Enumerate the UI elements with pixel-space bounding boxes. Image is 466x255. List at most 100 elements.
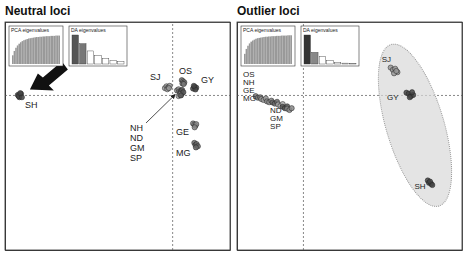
panel: SHOSSJGYNHNDGMSPGEMGPCA eigenvaluesDA ei… — [5, 22, 231, 251]
tick — [5, 95, 230, 96]
group-ellipse — [363, 36, 462, 214]
point — [18, 91, 23, 96]
inset-bar — [244, 54, 246, 64]
series — [190, 83, 198, 92]
inset: DA eigenvalues — [301, 26, 359, 66]
series — [178, 87, 186, 98]
point — [289, 106, 294, 111]
inset-bar — [246, 49, 248, 64]
inset-frame — [69, 26, 127, 66]
group-label: SJ — [382, 55, 391, 64]
point — [192, 125, 197, 130]
inset-bar — [262, 37, 264, 64]
inset-title: PCA eigenvalues — [243, 27, 282, 33]
inset-frame — [241, 26, 295, 66]
inset-bar — [258, 38, 260, 64]
series — [425, 178, 435, 188]
inset-bar — [334, 62, 340, 64]
inset-bar — [350, 63, 356, 65]
inset-bar — [42, 36, 44, 64]
inset-bar — [26, 39, 28, 64]
inset-bar — [276, 36, 278, 64]
inset-bar — [34, 37, 36, 64]
inset-bar — [270, 36, 272, 64]
inset-bar — [54, 36, 56, 64]
inset-bar — [102, 58, 108, 64]
inset: PCA eigenvalues — [241, 26, 295, 66]
inset-bar — [17, 45, 19, 64]
chart-title: Outlier loci — [237, 4, 300, 18]
inset-bar — [342, 63, 348, 65]
inset-bar — [80, 44, 86, 64]
group-label: NH — [130, 123, 143, 133]
inset-bar — [257, 38, 259, 64]
group-label: GY — [201, 75, 214, 85]
y-axis — [5, 23, 230, 251]
inset-bar — [39, 37, 41, 64]
inset-bar — [287, 35, 289, 64]
point — [178, 93, 183, 98]
group-label: SH — [25, 100, 38, 110]
inset-bar — [260, 38, 262, 64]
inset-bar — [14, 51, 16, 64]
inset-bar — [312, 52, 318, 64]
inset-bar — [57, 36, 59, 64]
inset-bar — [72, 35, 78, 64]
inset-bar — [247, 46, 249, 64]
inset-bar — [273, 36, 275, 64]
inset-bar — [110, 61, 116, 64]
group-label: SJ — [150, 72, 161, 82]
inset-bar — [30, 38, 32, 64]
point — [178, 92, 183, 97]
tick — [172, 22, 173, 250]
inset-bar — [284, 36, 286, 64]
inset-bar — [44, 36, 46, 64]
inset-bar — [290, 35, 292, 64]
inset-title: DA eigenvalues — [71, 27, 106, 33]
inset-title: DA eigenvalues — [303, 27, 338, 33]
inset-bar — [289, 35, 291, 64]
inset-bar — [278, 36, 280, 64]
axis-line — [6, 22, 231, 251]
point — [409, 90, 414, 95]
inset-bar — [263, 37, 265, 64]
inset-bar — [18, 44, 20, 64]
inset-bar — [23, 40, 25, 64]
inset-bar — [36, 37, 38, 64]
group-label: SP — [130, 153, 142, 163]
inset-bar — [22, 41, 24, 64]
inset-bar — [304, 35, 310, 64]
point — [181, 81, 186, 86]
point — [407, 95, 412, 100]
inset-bar — [327, 61, 333, 64]
inset-bar — [319, 57, 325, 64]
inset-bar — [31, 38, 33, 64]
inset-bar — [266, 37, 268, 64]
group-label: GY — [387, 93, 399, 102]
group-label: SP — [270, 122, 281, 131]
inset-frame — [9, 26, 63, 66]
x-axis — [6, 22, 231, 251]
plot-frame — [5, 22, 230, 250]
label-arrow — [146, 94, 175, 123]
inset-bar — [28, 38, 30, 64]
inset: DA eigenvalues — [69, 26, 127, 66]
series — [162, 83, 172, 92]
inset-bar — [250, 42, 252, 64]
point — [191, 83, 196, 88]
inset-bar — [47, 36, 49, 64]
inset-title: PCA eigenvalues — [11, 27, 50, 33]
inset-bar — [118, 62, 124, 64]
inset-bar — [20, 42, 22, 64]
group-label: ND — [130, 133, 143, 143]
inset-bar — [87, 51, 93, 64]
point — [166, 86, 171, 91]
inset-bar — [95, 55, 101, 64]
inset: PCA eigenvalues — [9, 26, 63, 66]
inset-bar — [58, 36, 60, 64]
series — [285, 106, 295, 113]
inset-bar — [52, 36, 54, 64]
inset-bar — [254, 40, 256, 64]
grid-line — [5, 95, 230, 96]
series — [404, 90, 416, 100]
